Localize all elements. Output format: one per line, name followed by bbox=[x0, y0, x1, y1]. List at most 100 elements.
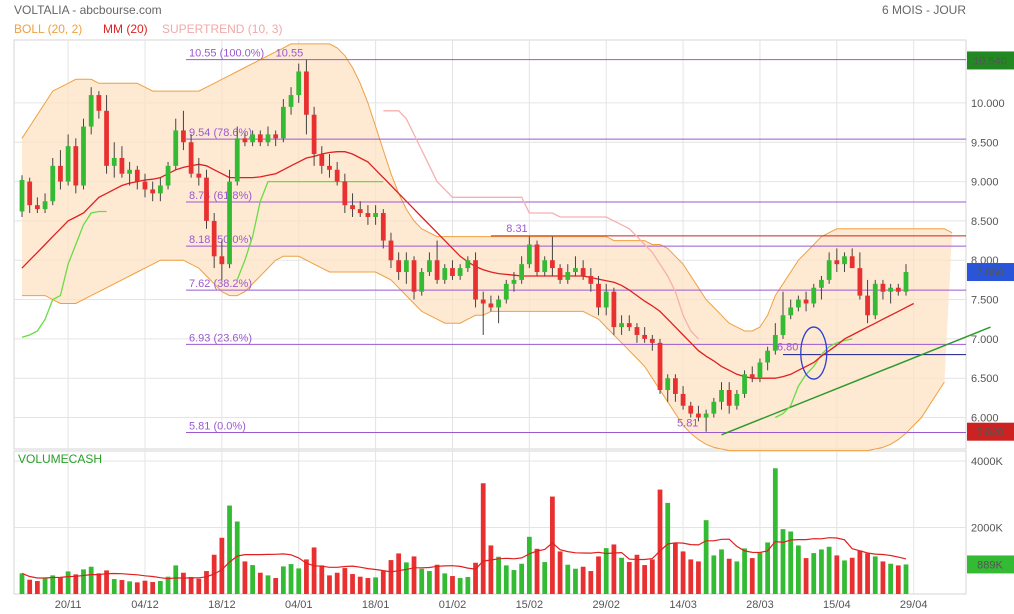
candle-body bbox=[765, 350, 771, 363]
volume-bar bbox=[903, 564, 909, 594]
volume-bar bbox=[565, 564, 571, 594]
volume-bar bbox=[403, 562, 409, 594]
candle-body bbox=[265, 134, 271, 143]
volume-bar bbox=[834, 555, 840, 594]
volume-tick-label: 4000K bbox=[971, 456, 1003, 468]
volume-bar bbox=[434, 564, 440, 594]
candle-body bbox=[803, 299, 809, 304]
candle-body bbox=[380, 213, 386, 241]
x-tick-label: 18/01 bbox=[362, 599, 390, 611]
volume-bar bbox=[311, 547, 317, 594]
candle-body bbox=[649, 338, 655, 343]
candle-body bbox=[688, 405, 694, 414]
candle-body bbox=[58, 165, 63, 182]
candle-body bbox=[719, 390, 724, 402]
volume-bar bbox=[626, 562, 632, 594]
candle-body bbox=[157, 185, 163, 194]
candle-body bbox=[181, 130, 186, 143]
y-tick-label: 8.500 bbox=[971, 216, 999, 228]
fibonacci-label: 10.55 (100.0%) bbox=[189, 48, 264, 60]
candle-body bbox=[519, 264, 525, 280]
y-tick-label: 6.500 bbox=[971, 373, 999, 385]
volume-bar bbox=[588, 571, 594, 594]
price-annotation: 8.31 bbox=[506, 223, 527, 235]
candle-body bbox=[742, 374, 747, 394]
candle-body bbox=[173, 130, 179, 166]
candle-body bbox=[327, 165, 332, 170]
volume-bar bbox=[503, 565, 509, 594]
volume-bar bbox=[865, 553, 870, 594]
volume-bar bbox=[673, 543, 678, 594]
volume-bar bbox=[219, 537, 225, 594]
candle-body bbox=[626, 323, 632, 328]
volume-bar bbox=[657, 489, 663, 594]
badge-low-bg bbox=[967, 422, 1014, 441]
candle-body bbox=[119, 157, 125, 174]
candle-body bbox=[104, 110, 109, 166]
candle-body bbox=[142, 181, 148, 190]
volume-bar bbox=[519, 563, 525, 594]
volume-bar bbox=[73, 574, 79, 594]
volume-bar bbox=[619, 557, 624, 594]
fibonacci-label: 6.93 (23.6%) bbox=[189, 332, 252, 344]
volume-bar bbox=[165, 576, 171, 594]
volume-bar bbox=[127, 581, 133, 594]
candle-body bbox=[34, 205, 40, 210]
candle-body bbox=[511, 279, 517, 284]
volume-bar bbox=[480, 483, 486, 594]
candle-body bbox=[111, 157, 117, 166]
candle-body bbox=[480, 299, 486, 304]
volume-bar bbox=[419, 568, 425, 594]
drawn-lines bbox=[490, 235, 991, 436]
y-tick-label: 9.000 bbox=[971, 177, 999, 189]
badge-low: 5.820 bbox=[976, 427, 1004, 439]
volume-bar bbox=[396, 553, 402, 594]
volume-bar bbox=[803, 558, 809, 594]
volume-bar bbox=[534, 548, 540, 594]
volume-bar bbox=[473, 562, 478, 594]
candle-body bbox=[557, 268, 563, 280]
badge-high-bg bbox=[967, 51, 1014, 70]
candle-body bbox=[580, 268, 586, 276]
volume-bar bbox=[257, 572, 263, 594]
candle-body bbox=[242, 138, 248, 143]
volume-bars bbox=[19, 468, 909, 594]
volume-bar bbox=[357, 576, 363, 594]
supertrend-segment bbox=[21, 210, 107, 338]
volume-bar bbox=[342, 568, 348, 594]
candle-body bbox=[411, 260, 417, 292]
candle-body bbox=[588, 275, 594, 284]
fibonacci-levels: 10.55 (100.0%) 9.54 (78.6%) 8.74 (61.8%) 8.… bbox=[186, 48, 966, 433]
candle-body bbox=[473, 260, 478, 300]
volume-bar bbox=[380, 571, 386, 594]
bollinger-fill bbox=[22, 43, 953, 451]
y-tick-label: 6.000 bbox=[971, 413, 999, 425]
volume-bar bbox=[157, 581, 163, 594]
candle-body bbox=[396, 260, 402, 273]
volume-bar bbox=[450, 576, 455, 594]
volume-bar bbox=[603, 548, 609, 594]
volume-bar bbox=[742, 548, 747, 594]
x-tick-label: 04/12 bbox=[131, 599, 159, 611]
candle-body bbox=[573, 268, 578, 273]
candle-body bbox=[865, 295, 870, 316]
volume-bar bbox=[649, 559, 655, 594]
x-tick-label: 01/02 bbox=[439, 599, 467, 611]
candles bbox=[19, 59, 909, 432]
price-annotation: 6.80 bbox=[777, 342, 798, 354]
candle-body bbox=[619, 323, 624, 328]
volume-bar bbox=[757, 552, 763, 594]
volume-bar bbox=[849, 557, 855, 594]
candle-body bbox=[534, 244, 540, 273]
candle-body bbox=[726, 390, 732, 406]
legend-supertrend: SUPERTREND (10, 3) bbox=[162, 22, 282, 36]
y-tick-label: 9.500 bbox=[971, 137, 999, 149]
candle-body bbox=[634, 327, 640, 335]
candle-body bbox=[749, 374, 755, 379]
volume-bar bbox=[234, 521, 240, 594]
volume-bar bbox=[765, 542, 771, 594]
volume-bar bbox=[65, 571, 71, 594]
volume-bar bbox=[580, 566, 586, 594]
volume-bar bbox=[488, 545, 494, 594]
volume-tick-label: 2000K bbox=[971, 522, 1003, 534]
